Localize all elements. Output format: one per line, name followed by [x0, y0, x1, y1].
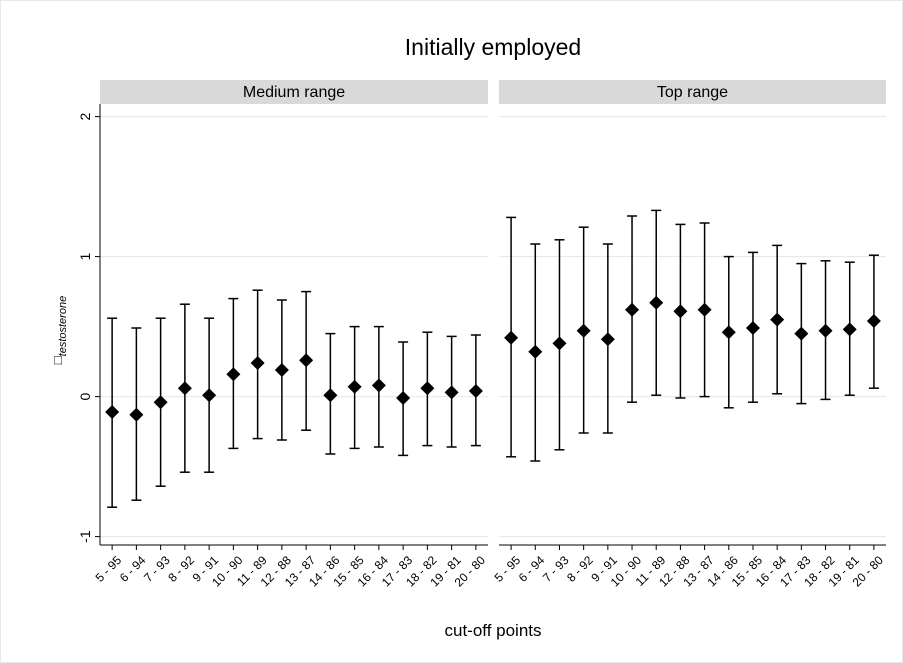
- point-marker: [347, 379, 362, 394]
- x-axis-label: cut-off points: [444, 621, 541, 640]
- point-marker: [552, 336, 567, 351]
- point-marker: [794, 326, 809, 341]
- y-axis-label: □testosterone: [50, 296, 69, 364]
- point-marker: [625, 302, 640, 317]
- y-tick-label: -1: [77, 530, 93, 543]
- point-marker: [673, 304, 688, 319]
- point-marker: [842, 322, 857, 337]
- chart-title: Initially employed: [405, 34, 581, 60]
- point-marker: [649, 295, 664, 310]
- point-marker: [274, 363, 289, 377]
- point-marker: [250, 356, 265, 370]
- point-marker: [528, 344, 543, 359]
- point-marker: [202, 388, 217, 403]
- point-marker: [770, 312, 785, 327]
- y-tick-label: 1: [77, 252, 93, 260]
- point-marker: [323, 388, 338, 403]
- y-label-subscript: testosterone: [57, 296, 69, 357]
- panel-title: Medium range: [243, 84, 345, 101]
- point-marker: [818, 323, 833, 338]
- point-marker: [444, 385, 459, 400]
- point-marker: [153, 395, 168, 410]
- point-marker: [866, 314, 881, 328]
- point-marker: [105, 405, 120, 419]
- point-marker: [177, 381, 192, 396]
- point-marker: [721, 325, 736, 340]
- point-marker: [697, 302, 712, 317]
- point-marker: [600, 332, 615, 347]
- panel-strip: [499, 80, 886, 104]
- panel-strip: [100, 80, 488, 104]
- y-tick-label: 0: [77, 392, 93, 400]
- point-marker: [371, 378, 386, 393]
- y-tick-label: 2: [77, 112, 93, 120]
- point-marker: [226, 367, 241, 382]
- panel-title: Top range: [657, 84, 728, 101]
- y-label-symbol: □: [50, 356, 65, 364]
- point-marker: [129, 407, 144, 422]
- point-marker: [420, 381, 435, 396]
- point-marker: [468, 384, 483, 398]
- point-marker: [299, 353, 314, 368]
- point-marker: [745, 321, 760, 335]
- point-marker: [576, 323, 591, 338]
- point-marker: [504, 330, 519, 345]
- point-marker: [396, 391, 411, 405]
